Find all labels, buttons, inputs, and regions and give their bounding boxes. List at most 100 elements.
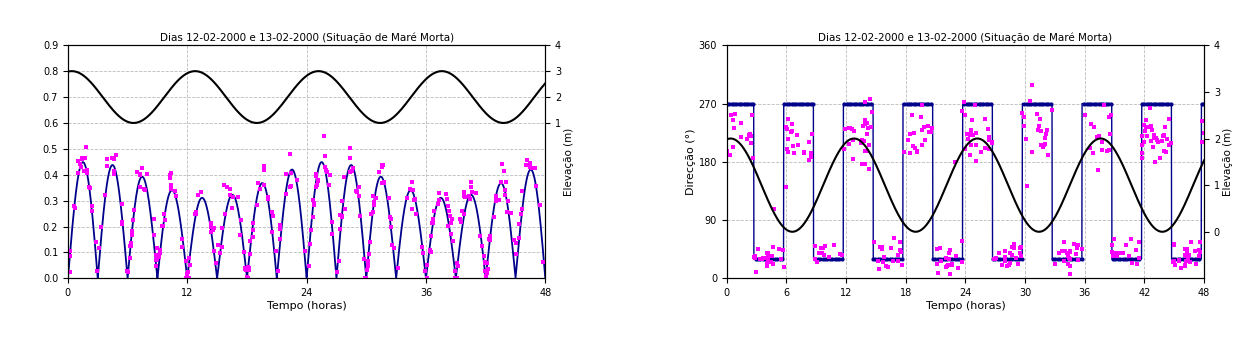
Point xyxy=(454,193,474,199)
Point xyxy=(1074,112,1094,118)
Point xyxy=(840,141,860,147)
Point xyxy=(327,269,347,274)
Point xyxy=(322,219,342,225)
Point xyxy=(165,189,185,194)
Point xyxy=(243,227,263,232)
Point xyxy=(919,129,939,135)
Point xyxy=(146,263,165,269)
Y-axis label: Direcção (°): Direcção (°) xyxy=(685,128,695,195)
Point xyxy=(1132,156,1152,161)
Point xyxy=(522,165,542,171)
Point xyxy=(1149,139,1168,144)
Point xyxy=(799,140,819,145)
Point xyxy=(177,271,196,277)
Point xyxy=(306,173,326,179)
Point xyxy=(437,196,457,202)
Point xyxy=(374,179,394,185)
Point xyxy=(357,267,377,273)
Point xyxy=(1018,184,1037,189)
Point xyxy=(70,164,90,170)
Point xyxy=(788,142,808,148)
Point xyxy=(1089,133,1109,139)
Point xyxy=(461,196,480,201)
Point xyxy=(447,275,467,280)
Point xyxy=(490,179,510,184)
Point xyxy=(731,134,751,140)
Point xyxy=(1100,113,1120,118)
Point xyxy=(152,223,172,229)
Point xyxy=(243,235,263,240)
Point xyxy=(1174,263,1194,268)
Point xyxy=(513,188,532,193)
Point xyxy=(794,150,814,155)
Point xyxy=(904,130,924,136)
Point xyxy=(813,250,832,256)
Point xyxy=(1109,251,1129,256)
Point xyxy=(220,186,240,192)
Point xyxy=(380,224,400,230)
Point xyxy=(919,123,939,128)
Point xyxy=(308,177,327,183)
Point xyxy=(874,254,894,260)
Point xyxy=(506,252,526,257)
Point xyxy=(724,117,743,123)
Point xyxy=(146,258,165,263)
Point xyxy=(992,262,1011,268)
Point xyxy=(1053,239,1073,245)
Point xyxy=(1189,249,1209,255)
Point xyxy=(398,196,417,201)
Point xyxy=(781,129,800,135)
Point xyxy=(372,163,391,168)
Point xyxy=(205,225,225,230)
Point xyxy=(873,260,893,265)
Point xyxy=(240,267,259,273)
Point xyxy=(207,242,227,247)
Point xyxy=(520,160,540,166)
Point xyxy=(1004,245,1024,251)
Point xyxy=(1156,149,1176,155)
Point xyxy=(1100,132,1120,137)
Point xyxy=(783,143,803,149)
Point xyxy=(1008,261,1028,267)
Point xyxy=(479,236,499,242)
Point xyxy=(89,245,109,251)
Point xyxy=(1004,241,1024,246)
Point xyxy=(742,155,762,161)
Point xyxy=(1102,250,1121,255)
Point xyxy=(888,258,908,263)
Point xyxy=(746,270,766,275)
Point xyxy=(855,161,874,167)
Point xyxy=(758,251,778,256)
Point xyxy=(496,179,516,184)
Title: Dias 12-02-2000 e 13-02-2000 (Situação de Maré Morta): Dias 12-02-2000 e 13-02-2000 (Situação d… xyxy=(819,33,1113,43)
Point xyxy=(177,276,196,281)
Point xyxy=(955,113,974,118)
Point xyxy=(91,225,111,230)
Point xyxy=(436,191,456,197)
Point xyxy=(966,158,986,164)
Point xyxy=(421,233,441,238)
Point xyxy=(1170,258,1189,263)
Point xyxy=(475,260,495,265)
Point xyxy=(516,163,536,168)
Point xyxy=(64,203,84,208)
Point xyxy=(1131,133,1151,139)
Point xyxy=(270,227,290,232)
Point xyxy=(862,110,882,115)
Point xyxy=(1010,251,1030,256)
Point xyxy=(955,99,974,104)
Point xyxy=(382,242,401,248)
Point xyxy=(758,256,778,261)
Point xyxy=(372,165,391,170)
Point xyxy=(1144,132,1163,138)
Point xyxy=(520,164,540,170)
Point xyxy=(149,250,169,256)
Point xyxy=(1031,128,1051,133)
Point xyxy=(372,181,391,186)
Point xyxy=(177,258,196,263)
Point xyxy=(858,142,878,148)
Point xyxy=(1030,117,1050,122)
Point xyxy=(340,169,359,175)
Point xyxy=(1134,140,1153,145)
Point xyxy=(939,256,958,261)
